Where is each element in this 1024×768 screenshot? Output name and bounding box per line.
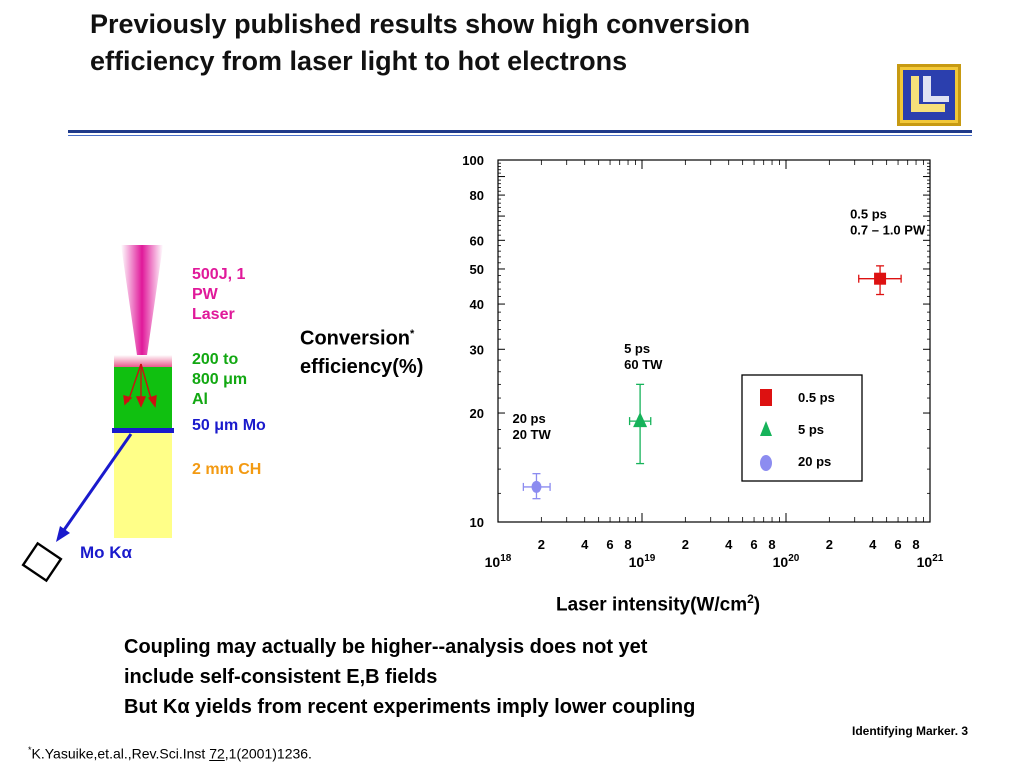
laser-label-line: 500J, 1 (192, 266, 246, 283)
point-annotation: 0.7 – 1.0 PW (850, 223, 926, 238)
point-annotation: 20 TW (512, 427, 551, 442)
x-minor-label: 6 (606, 537, 613, 552)
experiment-diagram (21, 245, 174, 583)
llnl-logo-icon (897, 64, 961, 126)
citation: *K.Yasuike,et.al.,Rev.Sci.Inst 72,1(2001… (28, 745, 312, 762)
bottom-text-line: But Kα yields from recent experiments im… (124, 696, 696, 718)
x-decade-label: 1019 (629, 553, 656, 570)
ch-layer (114, 432, 172, 538)
x-minor-label: 6 (750, 537, 757, 552)
x-decade-label: 1018 (485, 553, 512, 570)
y-axis-label: Conversion* efficiency(%) (300, 320, 470, 381)
x-minor-label: 4 (581, 537, 589, 552)
x-minor-label: 4 (869, 537, 877, 552)
bottom-text-line: Coupling may actually be higher--analysi… (124, 636, 648, 658)
laser-spot (114, 355, 172, 367)
x-axis-label-close: ) (753, 594, 761, 616)
x-minor-label: 8 (768, 537, 775, 552)
mo-label: 50 μm Mo (192, 417, 266, 434)
xray-path (62, 433, 133, 531)
al-label-line: 800 μm (192, 371, 248, 388)
title-underline-thin (68, 135, 972, 136)
x-decade-label: 1021 (917, 553, 944, 570)
bottom-text-line: include self-consistent E,B fields (124, 666, 438, 688)
laser-label-line: PW (192, 286, 218, 303)
bottom-text: Coupling may actually be higher--analysi… (124, 632, 884, 722)
data-point-triangle (633, 412, 648, 428)
ch-label: 2 mm CH (192, 461, 262, 478)
legend-label: 0.5 ps (798, 390, 835, 405)
point-annotation: 5 ps (624, 341, 650, 356)
x-minor-label: 6 (894, 537, 901, 552)
xray-arrowhead-icon (56, 526, 70, 542)
al-label: 200 to 800 μm Al (192, 350, 272, 410)
y-axis-label-line1: Conversion (300, 327, 411, 350)
data-point-circle (531, 480, 542, 493)
y-tick-label: 10 (470, 515, 484, 530)
legend-marker-circle (760, 455, 772, 471)
y-tick-label: 50 (470, 262, 484, 277)
mo-k-alpha-label: Mo Kα (80, 543, 132, 562)
legend-marker-triangle (760, 421, 772, 436)
title-underline (68, 130, 972, 133)
plot-frame (497, 159, 931, 523)
slide-title: Previously published results show high c… (90, 9, 751, 76)
point-annotation: 60 TW (624, 357, 663, 372)
citation-post: ,1(2001)1236. (224, 745, 312, 762)
x-axis-label-sup: 2 (747, 592, 754, 606)
electron-arrows (123, 363, 157, 408)
y-tick-label: 100 (462, 153, 484, 168)
laser-label-line: Laser (192, 306, 235, 323)
laser-label: 500J, 1 PW Laser (192, 265, 272, 325)
mo-layer (112, 428, 174, 433)
legend-label: 20 ps (798, 454, 831, 469)
detector-icon (21, 541, 63, 583)
x-minor-label: 4 (725, 537, 733, 552)
al-label-line: 200 to (192, 351, 239, 368)
x-minor-label: 2 (682, 537, 689, 552)
legend-marker-square (760, 389, 772, 406)
y-axis-label-star: * (410, 328, 415, 340)
y-tick-label: 40 (470, 297, 484, 312)
x-minor-label: 8 (624, 537, 631, 552)
y-axis-label-line2: efficiency(%) (300, 355, 424, 378)
x-axis-label: Laser intensity(W/cm2) (556, 592, 760, 616)
citation-star: * (28, 745, 32, 755)
citation-volume: 72 (209, 745, 225, 762)
y-tick-label: 30 (470, 342, 484, 357)
legend-label: 5 ps (798, 422, 824, 437)
al-label-line: Al (192, 391, 208, 408)
laser-beam (121, 245, 163, 362)
citation-pre: K.Yasuike,et.al.,Rev.Sci.Inst (31, 745, 210, 762)
data-point-square (874, 272, 887, 285)
identifying-marker: Identifying Marker. 3 (852, 724, 969, 738)
y-tick-label: 80 (470, 188, 484, 203)
point-annotation: 0.5 ps (850, 207, 887, 222)
x-axis-label-text: Laser intensity(W/cm (556, 594, 748, 616)
y-tick-label: 60 (470, 233, 484, 248)
y-tick-label: 20 (470, 406, 484, 421)
x-minor-label: 8 (912, 537, 919, 552)
x-minor-label: 2 (538, 537, 545, 552)
point-annotation: 20 ps (512, 411, 545, 426)
x-decade-label: 1020 (773, 553, 800, 570)
x-minor-label: 2 (826, 537, 833, 552)
